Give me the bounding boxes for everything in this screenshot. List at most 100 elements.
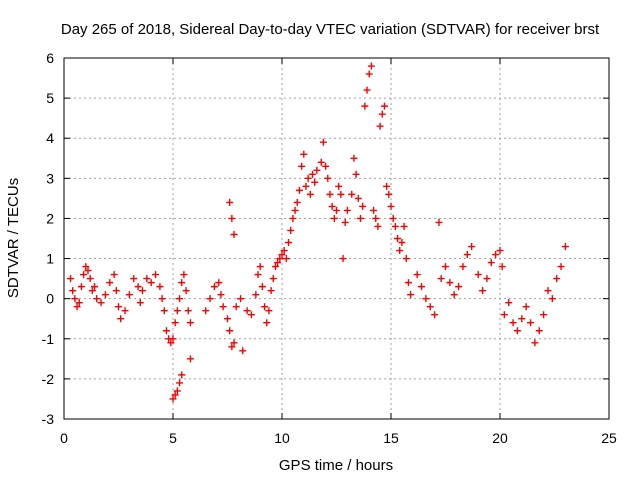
data-point: [356, 214, 364, 222]
data-point: [463, 251, 471, 259]
data-point: [500, 311, 508, 319]
data-point: [380, 102, 388, 110]
data-point: [291, 206, 299, 214]
data-point: [93, 295, 101, 303]
data-point: [422, 295, 430, 303]
y-tick-label: 5: [46, 90, 54, 106]
data-point: [389, 214, 397, 222]
data-point: [269, 275, 277, 283]
data-point: [186, 319, 194, 327]
data-point: [180, 271, 188, 279]
data-point: [394, 235, 402, 242]
data-point: [178, 371, 186, 379]
data-point: [77, 283, 85, 291]
data-point: [335, 182, 343, 190]
data-point: [544, 287, 552, 295]
data-point: [365, 70, 373, 78]
data-point: [468, 243, 476, 251]
y-tick-label: -1: [42, 331, 55, 347]
data-point: [160, 307, 168, 315]
data-point: [254, 271, 262, 279]
data-point: [339, 255, 347, 263]
data-point: [285, 239, 293, 247]
data-point: [324, 174, 332, 182]
data-point: [86, 275, 94, 283]
data-point: [374, 222, 382, 230]
data-point: [252, 291, 260, 299]
data-point: [243, 307, 251, 315]
data-point: [326, 190, 334, 198]
data-point: [88, 287, 96, 295]
data-point: [359, 202, 367, 210]
data-point: [224, 315, 231, 323]
data-point: [280, 247, 288, 255]
data-point: [426, 303, 434, 311]
data-point: [498, 263, 506, 271]
data-point: [125, 291, 133, 299]
data-point: [173, 387, 181, 395]
data-point: [496, 247, 504, 255]
data-point: [228, 343, 236, 351]
data-point: [228, 214, 236, 222]
data-point: [91, 283, 99, 291]
data-points: [67, 62, 569, 403]
data-point: [138, 287, 146, 295]
data-point: [156, 283, 164, 291]
data-point: [531, 339, 539, 347]
data-point: [115, 303, 122, 311]
data-point: [263, 319, 271, 327]
data-point: [309, 170, 317, 178]
data-point: [509, 319, 517, 327]
x-tick-label: 10: [274, 430, 290, 446]
data-point: [130, 275, 138, 283]
data-point: [110, 271, 118, 279]
data-point: [483, 275, 491, 283]
data-point: [210, 283, 218, 291]
data-point: [206, 295, 214, 303]
data-point: [276, 255, 284, 263]
data-point: [289, 214, 297, 222]
data-point: [450, 291, 458, 299]
data-point: [258, 283, 266, 291]
y-tick-label: 2: [46, 210, 54, 226]
data-point: [398, 239, 406, 247]
data-point: [391, 222, 399, 230]
data-point: [97, 299, 105, 307]
data-point: [298, 162, 306, 170]
data-point: [176, 379, 184, 387]
data-point: [169, 335, 177, 343]
data-point: [376, 122, 384, 130]
chart-title: Day 265 of 2018, Sidereal Day-to-day VTE…: [61, 21, 600, 38]
data-point: [561, 243, 569, 251]
data-point: [182, 287, 190, 295]
data-point: [361, 102, 369, 110]
y-axis-ticks: -3 -2 -1 0 1 2 3 4 5 6: [42, 50, 609, 427]
data-point: [121, 307, 129, 315]
data-point: [337, 190, 345, 198]
data-point: [535, 327, 543, 335]
y-tick-label: -3: [42, 411, 55, 427]
data-point: [505, 299, 513, 307]
data-point: [402, 255, 410, 263]
data-point: [474, 271, 482, 279]
y-tick-label: 4: [46, 130, 54, 146]
data-point: [112, 287, 120, 295]
data-point: [186, 355, 194, 363]
data-point: [350, 154, 358, 162]
data-point: [176, 295, 184, 303]
data-point: [293, 198, 301, 206]
data-point: [261, 303, 269, 311]
data-point: [167, 339, 175, 347]
data-point: [143, 275, 151, 283]
data-point: [304, 174, 312, 182]
data-point: [437, 275, 445, 283]
data-point: [147, 279, 155, 287]
x-tick-label: 5: [169, 430, 177, 446]
data-point: [370, 206, 378, 214]
data-point: [274, 259, 282, 267]
data-point: [341, 218, 349, 226]
data-point: [226, 327, 234, 335]
data-point: [215, 279, 223, 287]
data-point: [202, 307, 210, 315]
data-point: [372, 214, 380, 222]
